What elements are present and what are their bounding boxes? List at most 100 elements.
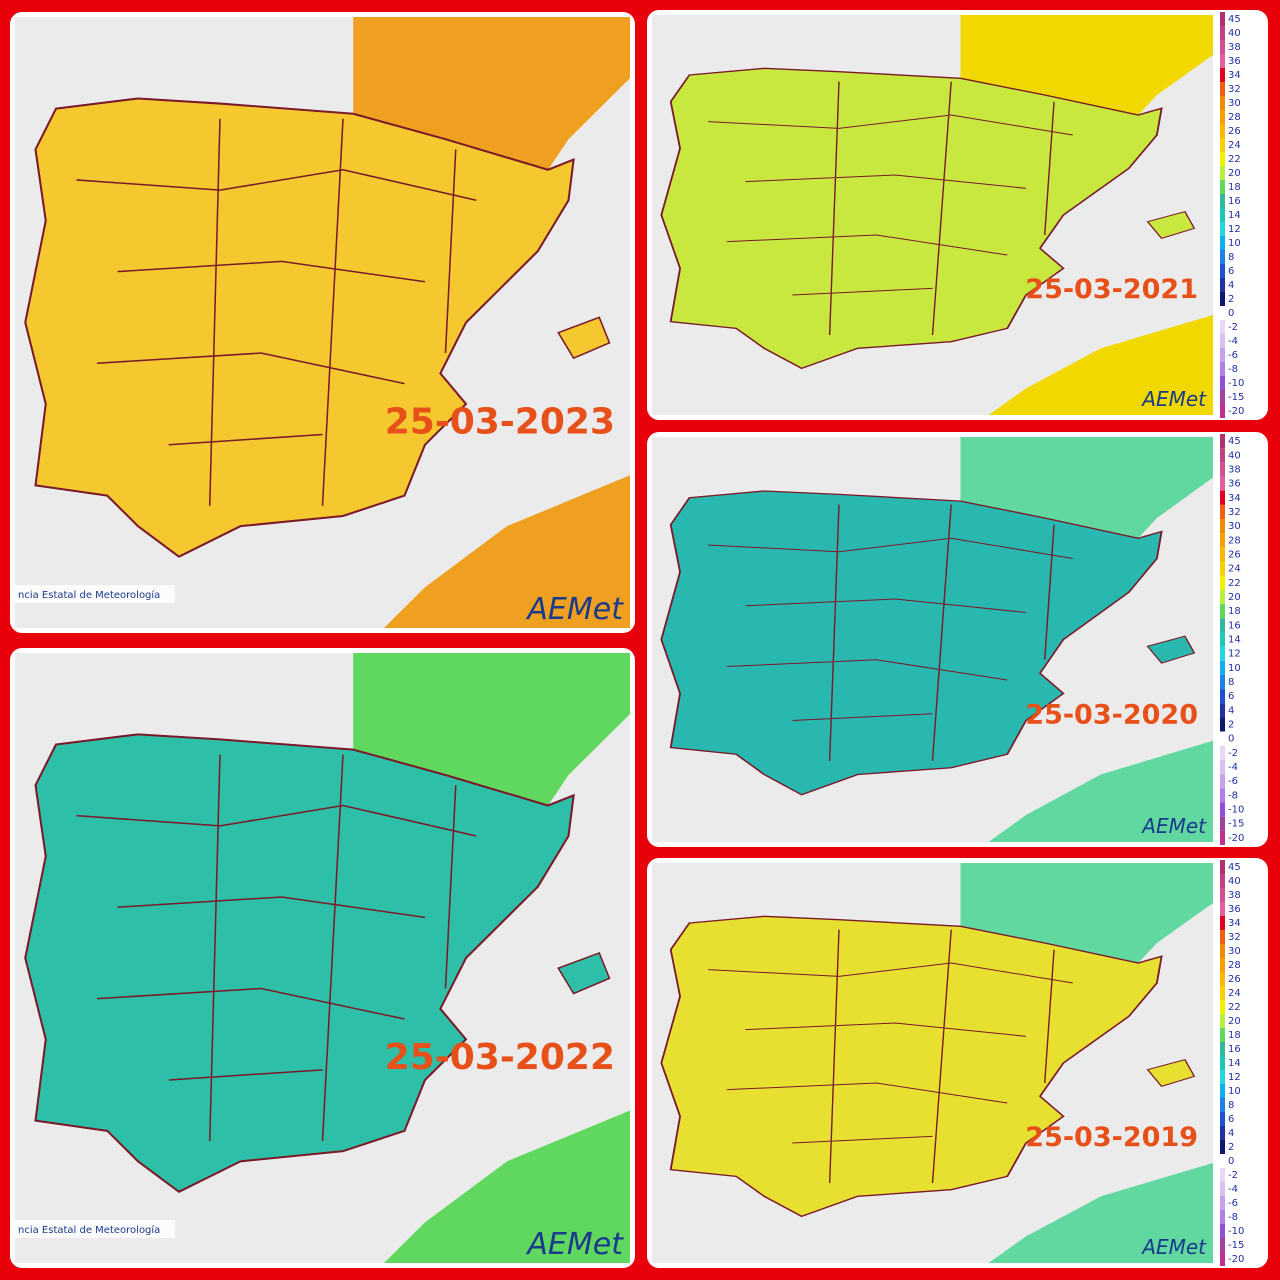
legend-swatch	[1220, 745, 1225, 760]
legend-swatch	[1220, 1042, 1225, 1056]
legend-tick: 2	[1228, 720, 1234, 731]
legend-swatch	[1220, 96, 1225, 110]
legend-tick: 14	[1228, 210, 1241, 221]
legend-tick: 36	[1228, 479, 1241, 490]
legend-swatch	[1220, 12, 1225, 26]
balearic	[557, 951, 611, 995]
legend-tick: 26	[1228, 974, 1241, 985]
iberia	[660, 67, 1163, 370]
legend-swatch	[1220, 504, 1225, 520]
legend-tick: 18	[1228, 606, 1241, 617]
legend-tick: 20	[1228, 168, 1241, 179]
france	[960, 437, 1213, 539]
legend-tick: -15	[1228, 392, 1244, 403]
africa	[988, 1163, 1213, 1263]
legend-swatch	[1220, 944, 1225, 958]
legend-swatch	[1220, 68, 1225, 82]
legend-swatch	[1220, 110, 1225, 124]
legend-swatch	[1220, 236, 1225, 250]
legend-tick: -2	[1228, 748, 1238, 759]
legend-swatch	[1220, 674, 1225, 690]
legend-swatch	[1220, 334, 1225, 348]
legend-swatch	[1220, 1014, 1225, 1028]
legend-swatch	[1220, 916, 1225, 930]
legend-tick: -6	[1228, 776, 1238, 787]
legend-swatch	[1220, 348, 1225, 362]
iberia	[660, 915, 1163, 1218]
map-shapes	[24, 653, 630, 1263]
legend-tick: 6	[1228, 266, 1234, 277]
legend-swatch	[1220, 618, 1225, 633]
legend-swatch	[1220, 490, 1225, 505]
balearic	[557, 316, 611, 360]
africa	[988, 315, 1213, 415]
legend-swatch	[1220, 1098, 1225, 1112]
legend-swatch	[1220, 589, 1225, 605]
legend-tick: -20	[1228, 833, 1244, 844]
aemet-logo: AEMet	[1140, 1235, 1207, 1259]
legend-tick: 22	[1228, 154, 1241, 165]
legend-tick: 34	[1228, 918, 1241, 929]
legend-swatch	[1220, 1238, 1225, 1252]
legend-swatch	[1220, 124, 1225, 138]
map-shapes	[660, 437, 1213, 842]
credit-bg	[15, 585, 175, 603]
legend-swatch	[1220, 958, 1225, 972]
legend-tick: -20	[1228, 406, 1244, 417]
legend-tick: 8	[1228, 252, 1234, 263]
legend-tick: 45	[1228, 436, 1241, 447]
legend-tick: 4	[1228, 1128, 1234, 1139]
legend-tick: -8	[1228, 790, 1238, 801]
legend-tick: -2	[1228, 1170, 1238, 1181]
africa	[384, 1110, 630, 1263]
legend-tick: 24	[1228, 140, 1241, 151]
legend-tick: 24	[1228, 988, 1241, 999]
credit: ncia Estatal de Meteorología	[18, 589, 160, 601]
legend-tick: 10	[1228, 238, 1241, 249]
legend-tick: 34	[1228, 70, 1241, 81]
legend-tick: 26	[1228, 126, 1241, 137]
legend-swatch	[1220, 547, 1225, 562]
legend-swatch	[1220, 930, 1225, 944]
provinces	[708, 81, 1073, 336]
france	[353, 17, 630, 170]
legend-tick: -15	[1228, 1240, 1244, 1251]
legend-tick: 20	[1228, 1016, 1241, 1027]
legend-tick: 38	[1228, 890, 1241, 901]
legend-tick: -6	[1228, 350, 1238, 361]
legend-swatch	[1220, 561, 1225, 576]
legend-tick: 26	[1228, 549, 1241, 560]
legend-tick: 16	[1228, 620, 1241, 631]
legend-swatch	[1220, 54, 1225, 68]
legend-tick: 30	[1228, 521, 1241, 532]
legend-tick: -4	[1228, 1184, 1238, 1195]
legend-swatch	[1220, 830, 1225, 845]
provinces	[708, 504, 1073, 762]
legend-tick: 22	[1228, 578, 1241, 589]
legend-swatch	[1220, 575, 1225, 590]
legend-swatch	[1220, 376, 1225, 390]
provinces	[76, 754, 477, 1142]
legend-tick: 12	[1228, 224, 1241, 235]
legend-tick: -8	[1228, 1212, 1238, 1223]
legend-swatch	[1220, 1196, 1225, 1210]
legend-swatch	[1220, 194, 1225, 208]
legend-swatch	[1220, 1028, 1225, 1042]
legend-swatch	[1220, 731, 1225, 746]
balearic	[1146, 635, 1196, 664]
legend-swatch	[1220, 1210, 1225, 1224]
legend-tick: 34	[1228, 493, 1241, 504]
aemet-logo: AEMet	[1140, 387, 1207, 411]
provinces	[76, 118, 477, 506]
legend-tick: 14	[1228, 1058, 1241, 1069]
legend-tick: 24	[1228, 564, 1241, 575]
africa	[384, 475, 630, 628]
map-shapes	[660, 863, 1213, 1263]
aemet-logo: AEMet	[525, 1227, 624, 1262]
legend-tick: -15	[1228, 819, 1244, 830]
legend-tick: 8	[1228, 1100, 1234, 1111]
legend-tick: 16	[1228, 1044, 1241, 1055]
legend-swatch	[1220, 1154, 1225, 1168]
legend-tick: 0	[1228, 1156, 1234, 1167]
